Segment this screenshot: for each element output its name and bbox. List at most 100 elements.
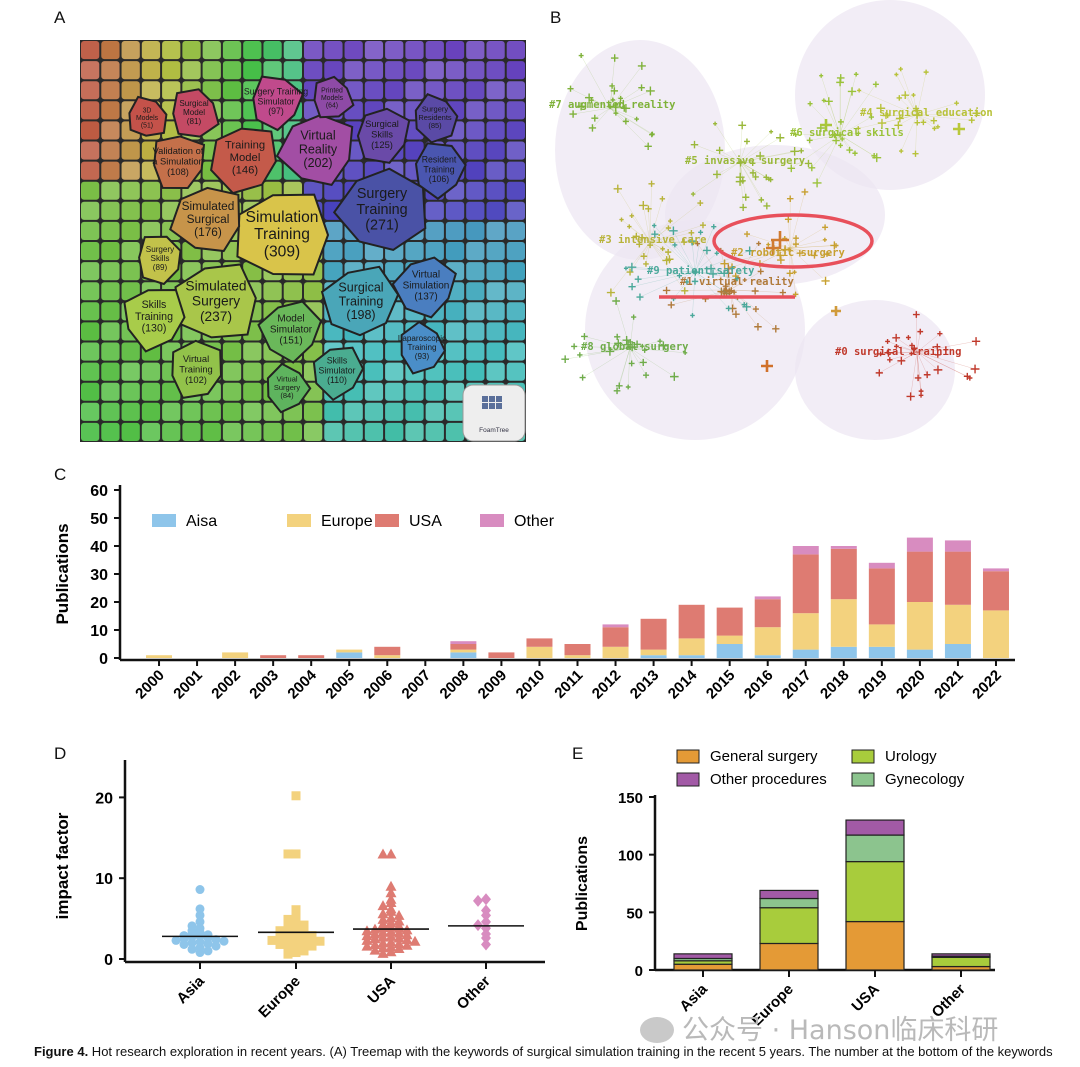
treemap-cell-label: Models	[321, 95, 344, 102]
network-node	[697, 200, 704, 206]
treemap-small-cell	[506, 121, 525, 140]
network-node	[872, 81, 879, 88]
scatter-point	[307, 941, 317, 951]
network-edge	[739, 141, 748, 163]
scatter-point	[315, 936, 325, 946]
bar-segment	[754, 655, 781, 658]
network-edge	[648, 208, 651, 243]
network-node	[610, 97, 616, 103]
network-node	[638, 201, 648, 210]
bar-segment	[716, 635, 743, 644]
network-edge	[789, 245, 835, 249]
foamtree-logo-square	[489, 403, 495, 409]
network-edge	[916, 351, 968, 377]
treemap-small-cell	[506, 201, 525, 220]
scatter-point	[179, 939, 189, 949]
y-tick-label: 50	[90, 511, 108, 528]
network-node	[894, 343, 899, 349]
scatter-point	[377, 848, 389, 859]
network-node	[933, 365, 943, 375]
treemap-cell-label: Training	[254, 226, 310, 243]
scatter-point	[473, 919, 483, 932]
treemap-small-cell	[486, 41, 505, 60]
network-node	[752, 173, 759, 181]
treemap-small-cell	[121, 81, 140, 100]
network-edge	[629, 345, 664, 349]
network-edge	[629, 226, 651, 243]
treemap-small-cell	[466, 121, 485, 140]
treemap-small-cell	[243, 402, 262, 421]
treemap-cell-label: Skills	[151, 254, 170, 263]
treemap-small-cell	[385, 262, 404, 281]
panel-e-letter: E	[572, 744, 584, 763]
network-edge	[839, 133, 859, 136]
network-edge	[629, 340, 661, 349]
network-edge	[739, 161, 762, 200]
treemap-small-cell	[202, 81, 221, 100]
treemap-small-cell	[222, 61, 242, 80]
network-edge	[649, 241, 669, 253]
treemap-small-cell	[425, 201, 444, 220]
treemap-cell-label: Training	[423, 164, 454, 174]
treemap-cell-value: (97)	[268, 106, 284, 116]
treemap-cell-value: (271)	[365, 218, 399, 234]
bar-segment	[146, 655, 173, 658]
treemap-cell	[252, 75, 305, 132]
network-edge	[632, 271, 696, 287]
network-node	[822, 224, 829, 231]
bar-segment	[374, 655, 401, 658]
bar-segment	[868, 568, 895, 625]
treemap-small-cell	[324, 181, 343, 200]
network-edge	[739, 161, 754, 174]
network-edge	[610, 347, 631, 350]
treemap-small-cell	[81, 121, 100, 140]
scatter-point	[195, 948, 205, 958]
treemap-cell-label: Training	[135, 311, 173, 323]
treemap-small-cell	[101, 242, 120, 261]
treemap-small-cell	[101, 61, 120, 80]
network-node	[658, 341, 668, 351]
network-edge	[694, 226, 714, 273]
x-tick-label: 2011	[551, 667, 586, 702]
network-edge	[916, 351, 922, 396]
network-edge	[916, 349, 946, 353]
network-node	[713, 121, 718, 126]
network-node	[694, 241, 701, 247]
network-node	[618, 95, 624, 101]
network-node	[660, 246, 665, 252]
network-node	[934, 343, 941, 350]
scatter-point	[393, 942, 405, 953]
bar-segment	[868, 624, 895, 647]
y-tick-label: 20	[95, 790, 113, 807]
scatter-point	[195, 904, 205, 914]
treemap-small-cell	[101, 302, 120, 321]
treemap-small-cell	[486, 302, 505, 321]
bar-segment	[526, 646, 553, 658]
network-edge	[739, 155, 761, 163]
legend-label: Other procedures	[710, 771, 827, 788]
treemap-small-cell	[81, 422, 100, 441]
network-node	[728, 263, 736, 271]
treemap-cell	[313, 75, 355, 119]
network-node	[628, 360, 635, 367]
scatter-point	[299, 928, 309, 938]
x-tick-label: 2008	[437, 667, 473, 703]
network-edge	[729, 271, 761, 291]
bar-segment	[526, 638, 553, 647]
network-edge	[739, 137, 781, 163]
treemap-small-cell	[445, 322, 465, 341]
treemap-small-cell	[506, 161, 525, 180]
network-edge	[735, 247, 791, 277]
treemap-small-cell	[121, 181, 140, 200]
network-edge	[609, 107, 637, 120]
treemap-chart: SimulationTraining(309)SurgeryTraining(2…	[80, 40, 526, 442]
scatter-point	[291, 948, 301, 958]
treemap-small-cell	[101, 322, 120, 341]
x-tick-label: 2007	[399, 667, 435, 703]
network-node	[643, 372, 650, 379]
network-node	[619, 217, 624, 222]
y-tick-label: 10	[90, 623, 108, 640]
network-edge	[916, 351, 970, 379]
bar-segment	[906, 602, 933, 650]
scatter-point	[307, 935, 317, 945]
